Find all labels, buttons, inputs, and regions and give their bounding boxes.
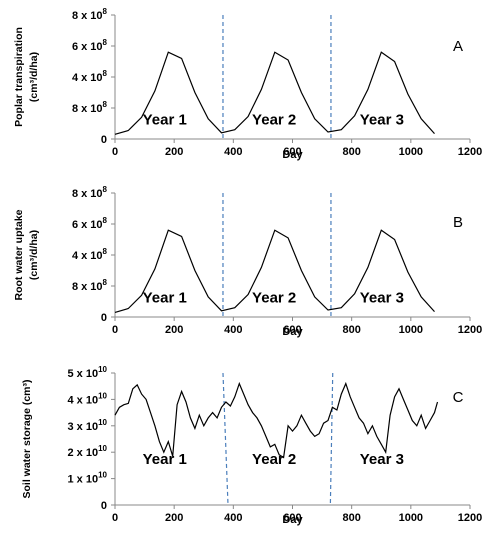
y-tick-label: 8 x 108 — [72, 100, 108, 115]
x-tick-label: 1000 — [399, 146, 423, 158]
year-label: Year 2 — [252, 451, 296, 468]
x-tick-label: 1200 — [458, 146, 482, 158]
y-tick-label: 8 x 108 — [72, 185, 108, 200]
x-tick-label: 600 — [283, 146, 301, 158]
year-label: Year 1 — [143, 451, 187, 468]
x-tick-label: 200 — [165, 512, 183, 524]
x-axis-label: Day — [282, 326, 303, 338]
x-tick-label: 1000 — [399, 512, 423, 524]
y-tick-label: 2 x 1010 — [68, 444, 108, 459]
y-tick-label: 8 x 108 — [72, 7, 108, 22]
x-tick-label: 200 — [165, 146, 183, 158]
x-tick-label: 800 — [342, 512, 360, 524]
x-tick-label: 0 — [112, 512, 118, 524]
panel-label: A — [453, 38, 463, 55]
chart-panel-c: 0 200 400 600 800 1000 1200 0 1 x 1010 2 x 1010 3 … — [21, 365, 482, 526]
y-axis-label: (cm³/d/ha) — [28, 52, 40, 102]
x-tick-label: 600 — [283, 324, 301, 336]
y-tick-label: 0 — [101, 134, 107, 146]
panel-label: C — [453, 389, 464, 406]
x-axis-label: Day — [282, 149, 303, 161]
x-tick-label: 200 — [165, 324, 183, 336]
y-tick-label: 4 x 1010 — [68, 391, 108, 406]
y-axis-label: (cm³/d/ha) — [28, 230, 40, 280]
x-axis-label: Day — [282, 514, 303, 526]
y-tick-label: 5 x 1010 — [68, 365, 108, 380]
x-tick-label: 400 — [224, 324, 242, 336]
y-tick-label: 4 x 108 — [72, 69, 108, 84]
x-tick-label: 0 — [112, 146, 118, 158]
panel-label: B — [453, 214, 463, 231]
year-label: Year 3 — [360, 289, 404, 306]
y-tick-label: 3 x 1010 — [68, 418, 108, 433]
y-axis-label: Soil water storage (cm³) — [21, 379, 33, 498]
series-line — [114, 51, 435, 135]
x-tick-label: 0 — [112, 324, 118, 336]
y-axis-label: Root water uptake — [13, 209, 25, 300]
x-tick-label: 600 — [283, 512, 301, 524]
year-divider-line — [329, 372, 334, 506]
y-tick-label: 1 x 1010 — [68, 471, 108, 486]
y-tick-label: 0 — [101, 500, 107, 512]
x-tick-label: 1200 — [458, 512, 482, 524]
y-tick-label: 6 x 108 — [72, 38, 108, 53]
year-divider-line — [222, 372, 229, 506]
x-tick-label: 400 — [224, 146, 242, 158]
y-tick-label: 6 x 108 — [72, 216, 108, 231]
x-tick-label: 800 — [342, 146, 360, 158]
year-label: Year 3 — [360, 451, 404, 468]
chart-panel-b: 0 200 400 600 800 1000 1200 0 8 x 108 4 x 108 6 x … — [13, 185, 482, 338]
y-tick-label: 8 x 108 — [72, 278, 108, 293]
x-tick-label: 1200 — [458, 324, 482, 336]
chart-panel-a: 0 200 400 600 800 1000 1200 0 8 x 108 4 x 108 6 x … — [13, 7, 482, 161]
y-tick-label: 0 — [101, 312, 107, 324]
y-axis-label: Poplar transpiration — [13, 27, 25, 127]
year-label: Year 3 — [360, 111, 404, 128]
y-tick-label: 4 x 108 — [72, 247, 108, 262]
year-label: Year 1 — [143, 111, 187, 128]
x-tick-label: 400 — [224, 512, 242, 524]
year-label: Year 2 — [252, 111, 296, 128]
x-tick-label: 800 — [342, 324, 360, 336]
year-label: Year 1 — [143, 289, 187, 306]
series-line — [114, 229, 435, 313]
year-label: Year 2 — [252, 289, 296, 306]
series-line — [114, 381, 439, 459]
x-tick-label: 1000 — [399, 324, 423, 336]
